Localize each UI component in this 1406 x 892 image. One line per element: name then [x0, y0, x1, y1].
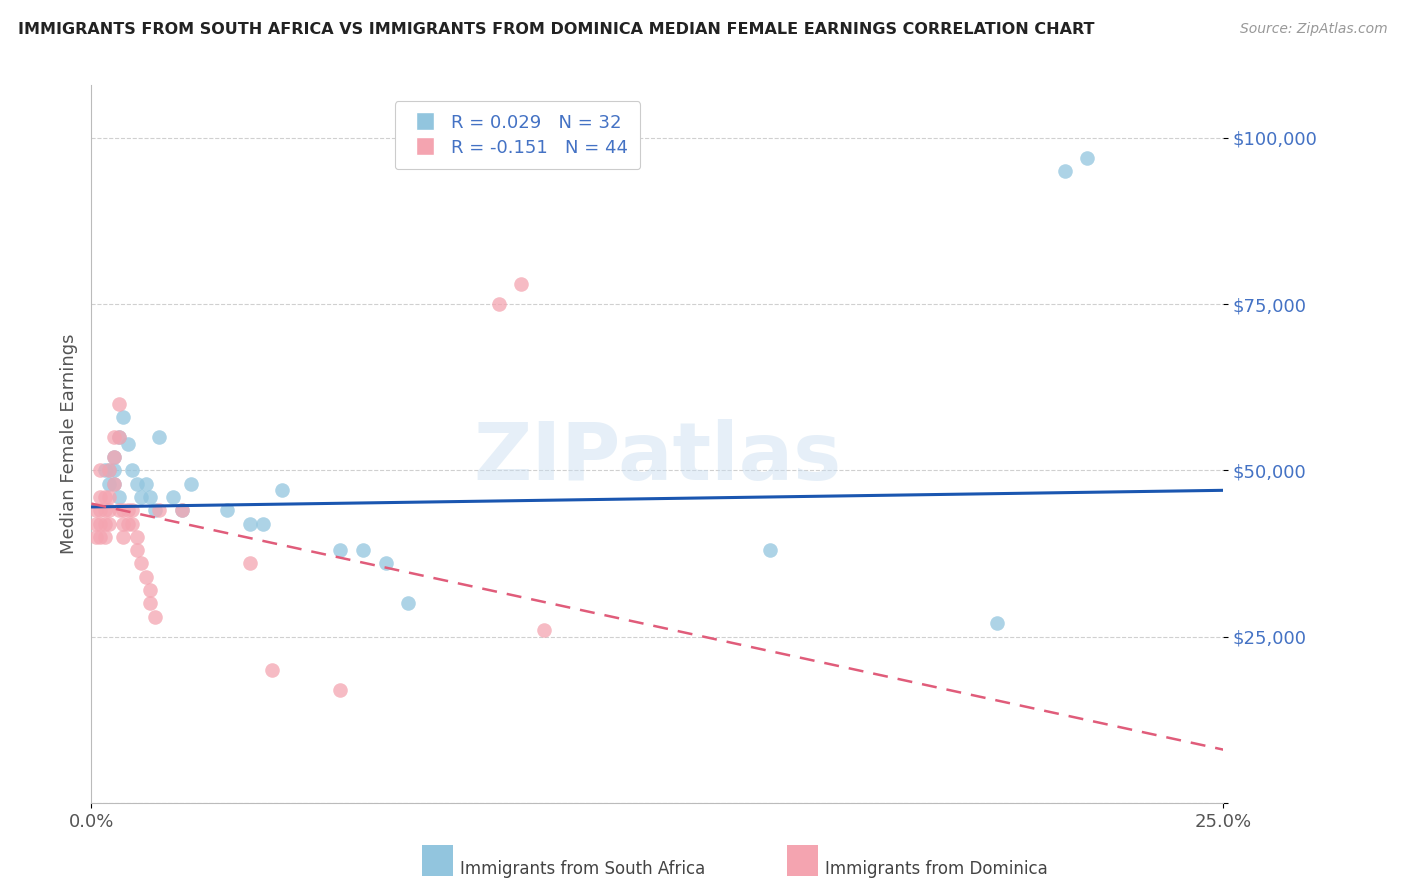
Point	[107, 397, 129, 411]
Point	[112, 410, 135, 425]
Point	[84, 530, 107, 544]
Point	[374, 557, 396, 571]
Point	[162, 490, 184, 504]
Text: Source: ZipAtlas.com: Source: ZipAtlas.com	[1240, 22, 1388, 37]
Point	[1053, 164, 1076, 178]
Point	[98, 476, 121, 491]
Text: Immigrants from Dominica: Immigrants from Dominica	[825, 860, 1047, 878]
Point	[270, 483, 292, 498]
Point	[112, 530, 135, 544]
Point	[117, 516, 139, 531]
Point	[143, 609, 166, 624]
Point	[135, 476, 157, 491]
Point	[89, 490, 111, 504]
Text: IMMIGRANTS FROM SOUTH AFRICA VS IMMIGRANTS FROM DOMINICA MEDIAN FEMALE EARNINGS : IMMIGRANTS FROM SOUTH AFRICA VS IMMIGRAN…	[18, 22, 1095, 37]
Point	[89, 463, 111, 477]
Point	[107, 503, 129, 517]
Point	[125, 530, 148, 544]
Point	[94, 463, 117, 477]
Point	[262, 663, 284, 677]
Point	[94, 530, 117, 544]
Point	[117, 503, 139, 517]
Text: ZIPatlas: ZIPatlas	[474, 419, 841, 497]
Point	[533, 623, 555, 637]
Point	[112, 503, 135, 517]
Point	[143, 503, 166, 517]
Point	[98, 463, 121, 477]
Point	[125, 543, 148, 558]
Legend: R = 0.029   N = 32, R = -0.151   N = 44: R = 0.029 N = 32, R = -0.151 N = 44	[395, 101, 640, 169]
Point	[103, 430, 125, 444]
Point	[98, 516, 121, 531]
Point	[117, 436, 139, 450]
Point	[139, 582, 162, 597]
Point	[252, 516, 274, 531]
Point	[107, 490, 129, 504]
Point	[103, 463, 125, 477]
Point	[94, 516, 117, 531]
Point	[98, 503, 121, 517]
Point	[329, 682, 352, 697]
Point	[217, 503, 239, 517]
Point	[89, 503, 111, 517]
Point	[239, 557, 262, 571]
Point	[396, 596, 419, 610]
Point	[148, 430, 170, 444]
Point	[329, 543, 352, 558]
Point	[89, 530, 111, 544]
Point	[239, 516, 262, 531]
Point	[98, 490, 121, 504]
Point	[121, 463, 143, 477]
Point	[94, 490, 117, 504]
Point	[135, 570, 157, 584]
Text: Immigrants from South Africa: Immigrants from South Africa	[460, 860, 704, 878]
Point	[129, 557, 152, 571]
Point	[103, 450, 125, 464]
Point	[94, 503, 117, 517]
Point	[112, 516, 135, 531]
Point	[107, 430, 129, 444]
Point	[139, 596, 162, 610]
Point	[103, 476, 125, 491]
Point	[759, 543, 782, 558]
Point	[170, 503, 193, 517]
Point	[89, 516, 111, 531]
Point	[103, 476, 125, 491]
Point	[121, 503, 143, 517]
Y-axis label: Median Female Earnings: Median Female Earnings	[59, 334, 77, 554]
Point	[170, 503, 193, 517]
Point	[139, 490, 162, 504]
Point	[84, 516, 107, 531]
Point	[84, 503, 107, 517]
Point	[180, 476, 202, 491]
Point	[352, 543, 374, 558]
Point	[1076, 151, 1098, 165]
Point	[148, 503, 170, 517]
Point	[98, 463, 121, 477]
Point	[129, 490, 152, 504]
Point	[510, 277, 533, 292]
Point	[986, 616, 1008, 631]
Point	[107, 430, 129, 444]
Point	[103, 450, 125, 464]
Point	[125, 476, 148, 491]
Point	[488, 297, 510, 311]
Point	[121, 516, 143, 531]
